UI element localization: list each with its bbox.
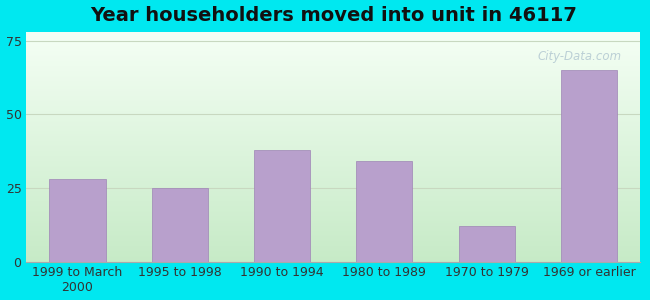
Bar (49, 179, 106, 262)
Bar (254, 150, 310, 262)
Bar (151, 188, 208, 262)
Text: City-Data.com: City-Data.com (538, 50, 621, 63)
Bar (356, 161, 413, 262)
Bar (458, 226, 515, 262)
Title: Year householders moved into unit in 46117: Year householders moved into unit in 461… (90, 6, 577, 25)
Bar (561, 70, 617, 262)
